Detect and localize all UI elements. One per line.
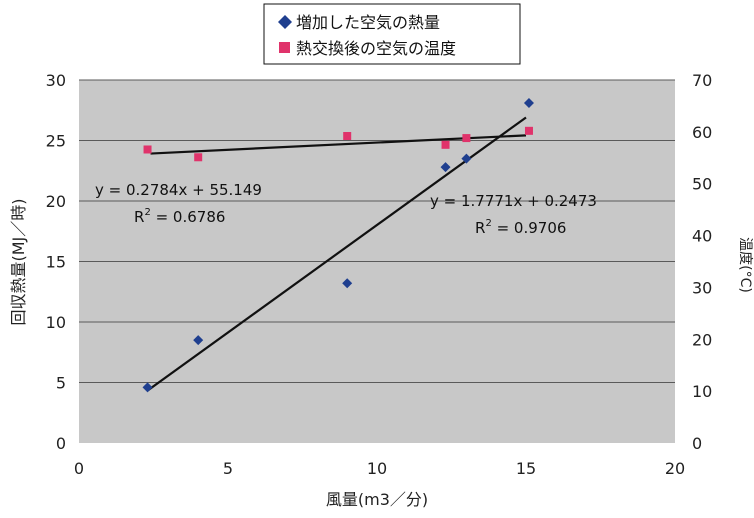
r-squared-heat: R2 = 0.9706 (475, 218, 566, 237)
r2-exponent: 2 (144, 207, 150, 218)
y-tick-label: 20 (46, 192, 66, 211)
data-point-square (194, 153, 203, 162)
y-tick-label: 25 (46, 132, 66, 151)
y2-tick-label: 0 (692, 434, 702, 453)
y-tick-label: 10 (46, 313, 66, 332)
legend-label-heat: 増加した空気の熱量 (296, 13, 440, 32)
data-point-square (441, 140, 450, 149)
trendline (146, 116, 527, 392)
legend: 増加した空気の熱量 熱交換後の空気の温度 (263, 3, 521, 65)
data-point-diamond (193, 335, 204, 346)
data-point-diamond (142, 382, 153, 393)
y2-tick-label: 10 (692, 382, 712, 401)
legend-box (263, 3, 521, 65)
r2-value: = 0.9706 (492, 219, 567, 237)
x-axis-title: 風量(m3／分) (326, 490, 428, 509)
y2-tick-label: 50 (692, 175, 712, 194)
gridlines (79, 79, 675, 383)
data-point-square (343, 132, 352, 141)
y2-tick-label: 30 (692, 278, 712, 297)
y-tick-label: 0 (56, 434, 66, 453)
equation-heat: y = 1.7771x + 0.2473 (430, 192, 597, 210)
y-axis-ticks: 0 5 10 15 20 25 30 (46, 71, 66, 453)
legend-marker-temperature (279, 42, 290, 53)
data-point-diamond (342, 278, 353, 289)
legend-marker-heat (278, 15, 292, 29)
r2-exponent: 2 (485, 218, 491, 229)
data-point-diamond (461, 153, 472, 164)
x-tick-label: 5 (223, 459, 233, 478)
y2-tick-label: 20 (692, 330, 712, 349)
y2-axis-title: 温度(°C) (737, 237, 753, 293)
x-tick-label: 10 (367, 459, 387, 478)
r2-value: = 0.6786 (151, 208, 226, 226)
x-tick-label: 15 (516, 459, 536, 478)
x-axis-ticks: 0 5 10 15 20 (74, 459, 685, 478)
x-tick-label: 0 (74, 459, 84, 478)
data-point-square (143, 145, 152, 154)
y-tick-label: 5 (56, 374, 66, 393)
y-tick-label: 30 (46, 71, 66, 90)
r2-symbol: R (134, 208, 144, 226)
data-point-square (524, 126, 533, 135)
data-point-diamond (523, 97, 534, 108)
r-squared-temperature: R2 = 0.6786 (134, 207, 225, 226)
y-tick-label: 15 (46, 253, 66, 272)
data-point-diamond (440, 162, 451, 173)
data-point-square (462, 134, 471, 143)
r2-symbol: R (475, 219, 485, 237)
y-axis-title: 回収熱量(MJ／時) (9, 198, 28, 325)
equation-temperature: y = 0.2784x + 55.149 (95, 181, 262, 199)
y2-axis-ticks: 0 10 20 30 40 50 60 70 (692, 71, 712, 453)
legend-label-temperature: 熱交換後の空気の温度 (296, 39, 456, 58)
y2-tick-label: 60 (692, 123, 712, 142)
y2-tick-label: 40 (692, 227, 712, 246)
data-points (142, 97, 534, 393)
x-tick-label: 20 (665, 459, 685, 478)
y2-tick-label: 70 (692, 71, 712, 90)
